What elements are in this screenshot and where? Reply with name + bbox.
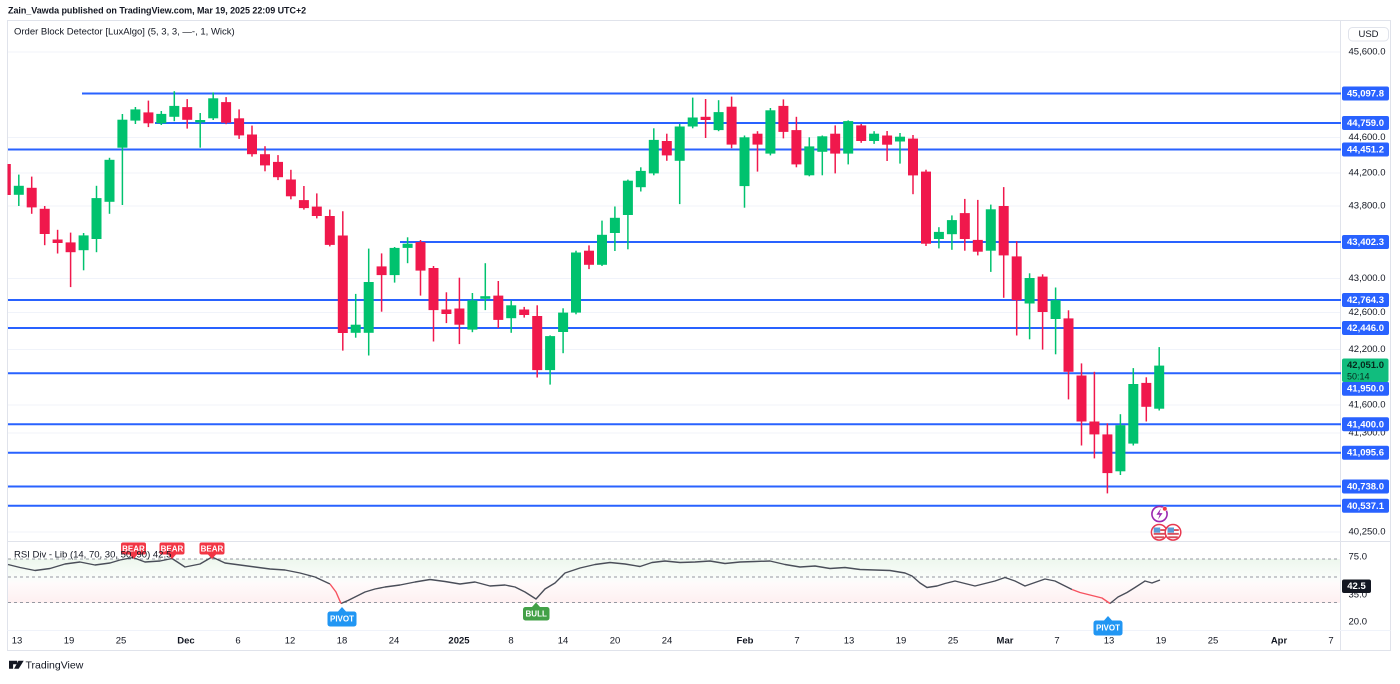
svg-text:RSI Div - Lib (14, 70, 30, 50,: RSI Div - Lib (14, 70, 30, 50, 90) 42.5	[14, 550, 171, 561]
svg-text:13: 13	[844, 636, 855, 647]
svg-text:Mar: Mar	[997, 636, 1014, 647]
svg-text:42,051.0: 42,051.0	[1347, 360, 1384, 371]
svg-text:24: 24	[662, 636, 673, 647]
svg-text:43,800.0: 43,800.0	[1349, 201, 1386, 212]
svg-text:42,600.0: 42,600.0	[1349, 307, 1386, 318]
svg-text:42.5: 42.5	[1347, 581, 1366, 592]
svg-text:35.0: 35.0	[1349, 590, 1368, 601]
svg-text:14: 14	[558, 636, 569, 647]
svg-text:25: 25	[116, 636, 127, 647]
svg-text:41,600.0: 41,600.0	[1349, 400, 1386, 411]
svg-text:2025: 2025	[448, 636, 470, 647]
svg-text:42,446.0: 42,446.0	[1347, 323, 1384, 334]
svg-text:44,600.0: 44,600.0	[1349, 132, 1386, 143]
svg-text:13: 13	[12, 636, 23, 647]
svg-text:Apr: Apr	[1271, 636, 1288, 647]
svg-text:19: 19	[1156, 636, 1167, 647]
svg-text:18: 18	[337, 636, 348, 647]
svg-text:19: 19	[896, 636, 907, 647]
svg-text:BEAR: BEAR	[122, 545, 145, 554]
svg-text:20.0: 20.0	[1349, 617, 1368, 628]
svg-text:40,738.0: 40,738.0	[1347, 482, 1384, 493]
svg-text:43,402.3: 43,402.3	[1347, 237, 1384, 248]
svg-text:USD: USD	[1358, 29, 1378, 40]
svg-text:45,600.0: 45,600.0	[1349, 47, 1386, 58]
svg-text:25: 25	[1208, 636, 1219, 647]
svg-text:TradingView: TradingView	[26, 660, 84, 672]
svg-text:75.0: 75.0	[1349, 552, 1368, 563]
svg-text:12: 12	[285, 636, 296, 647]
svg-text:50:14: 50:14	[1347, 372, 1370, 382]
svg-text:PIVOT: PIVOT	[330, 615, 354, 624]
svg-text:42,764.3: 42,764.3	[1347, 295, 1384, 306]
svg-text:40,537.1: 40,537.1	[1347, 501, 1385, 512]
svg-text:40,250.0: 40,250.0	[1349, 527, 1386, 538]
svg-text:6: 6	[235, 636, 240, 647]
svg-text:Order Block Detector [LuxAlgo]: Order Block Detector [LuxAlgo] (5, 3, 3,…	[14, 27, 235, 38]
svg-text:44,451.2: 44,451.2	[1347, 145, 1384, 156]
svg-text:19: 19	[64, 636, 75, 647]
svg-text:Zain_Vawda published on Tradin: Zain_Vawda published on TradingView.com,…	[8, 6, 306, 16]
svg-text:44,200.0: 44,200.0	[1349, 168, 1386, 179]
svg-text:BEAR: BEAR	[161, 545, 184, 554]
svg-text:41,950.0: 41,950.0	[1347, 384, 1384, 395]
svg-text:24: 24	[389, 636, 400, 647]
svg-text:7: 7	[794, 636, 799, 647]
svg-text:Feb: Feb	[737, 636, 754, 647]
svg-text:7: 7	[1328, 636, 1333, 647]
svg-text:BEAR: BEAR	[201, 545, 224, 554]
svg-text:13: 13	[1104, 636, 1115, 647]
svg-text:Dec: Dec	[177, 636, 194, 647]
svg-text:42,200.0: 42,200.0	[1349, 344, 1386, 355]
svg-text:8: 8	[508, 636, 513, 647]
svg-text:41,095.6: 41,095.6	[1347, 448, 1384, 459]
svg-text:45,097.8: 45,097.8	[1347, 89, 1384, 100]
svg-text:7: 7	[1054, 636, 1059, 647]
svg-text:PIVOT: PIVOT	[1096, 624, 1120, 633]
svg-text:41,300.0: 41,300.0	[1349, 428, 1386, 439]
svg-text:BULL: BULL	[526, 609, 547, 618]
svg-text:20: 20	[610, 636, 621, 647]
svg-text:41,400.0: 41,400.0	[1347, 419, 1384, 430]
svg-text:25: 25	[948, 636, 959, 647]
svg-text:43,000.0: 43,000.0	[1349, 273, 1386, 284]
svg-text:44,759.0: 44,759.0	[1347, 118, 1384, 129]
